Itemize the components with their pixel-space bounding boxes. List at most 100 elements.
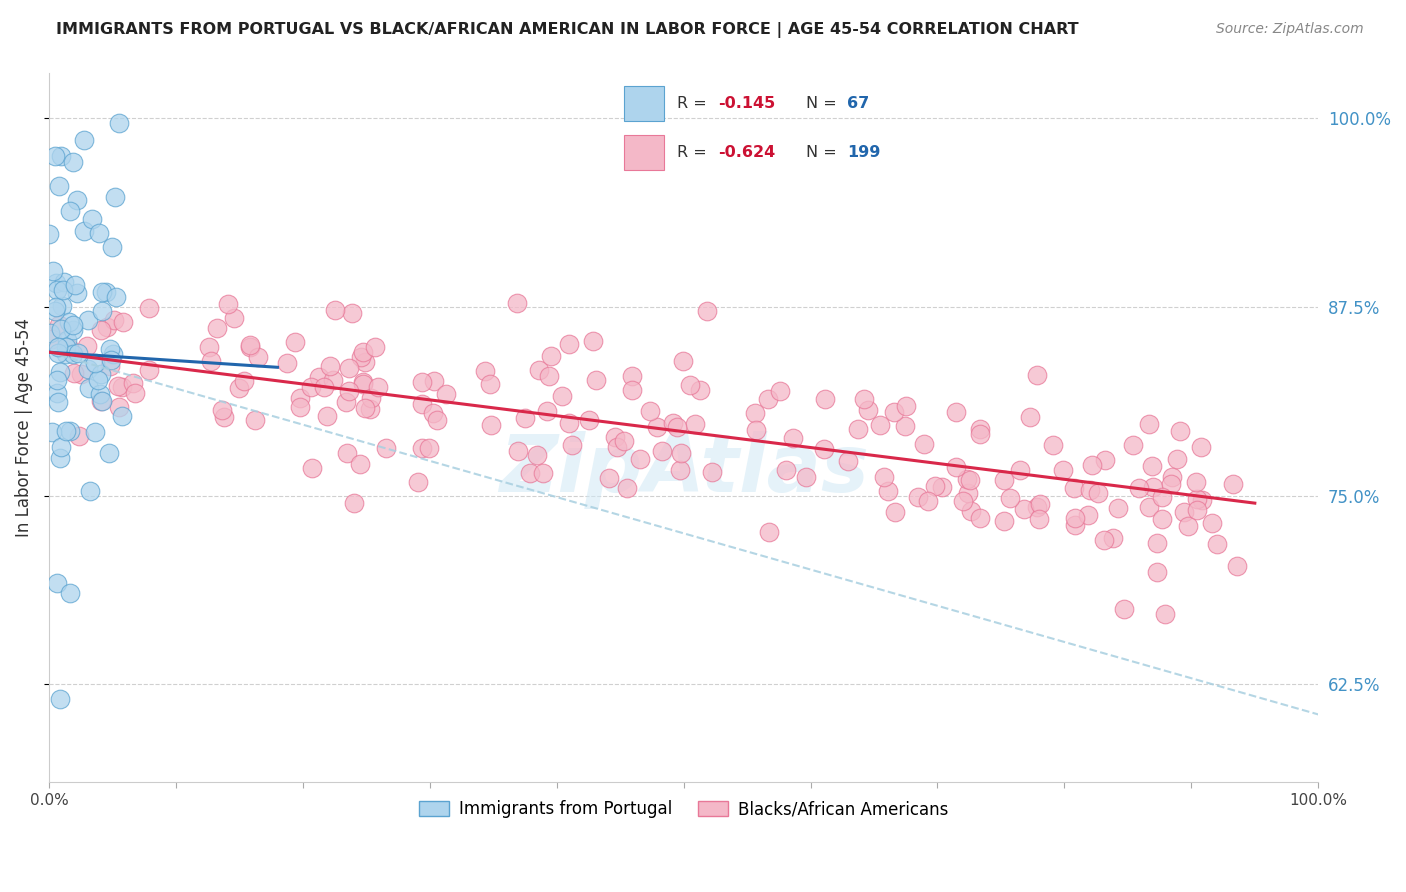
Point — [46, 575, 69, 590]
Point — [1026, 368, 1049, 383]
Point — [73, 133, 96, 147]
Point — [931, 480, 953, 494]
Point — [945, 460, 967, 475]
Point — [107, 379, 129, 393]
Point — [408, 475, 430, 489]
Point — [1128, 481, 1150, 495]
Point — [540, 349, 562, 363]
Point — [1137, 500, 1160, 515]
Point — [62, 155, 84, 169]
Point — [62, 347, 84, 361]
Point — [200, 354, 222, 368]
Point — [616, 481, 638, 495]
Point — [582, 334, 605, 348]
Point — [1077, 508, 1099, 522]
Point — [426, 413, 449, 427]
Point — [308, 370, 330, 384]
Point — [76, 339, 98, 353]
Point — [434, 387, 457, 401]
Point — [364, 340, 387, 354]
Point — [100, 352, 122, 367]
Point — [645, 420, 668, 434]
Point — [359, 402, 381, 417]
Point — [66, 193, 89, 207]
Point — [111, 409, 134, 423]
Point — [669, 462, 692, 476]
Point — [1173, 505, 1195, 519]
Point — [531, 466, 554, 480]
Point — [86, 373, 108, 387]
Point — [1092, 533, 1115, 547]
Point — [63, 366, 86, 380]
Point — [628, 452, 651, 467]
Point — [1189, 440, 1212, 454]
Point — [508, 444, 530, 458]
Point — [907, 491, 929, 505]
Point — [1063, 511, 1085, 525]
Text: R =: R = — [676, 145, 711, 161]
Point — [89, 367, 111, 381]
Point — [316, 409, 339, 424]
Point — [70, 367, 93, 381]
Point — [1146, 536, 1168, 550]
Point — [100, 342, 122, 356]
Point — [340, 306, 363, 320]
Point — [662, 416, 685, 430]
Point — [301, 460, 323, 475]
Point — [993, 473, 1015, 487]
Point — [352, 345, 374, 359]
Point — [41, 425, 63, 440]
Point — [993, 514, 1015, 528]
Point — [769, 384, 792, 399]
Point — [52, 275, 75, 289]
Point — [969, 422, 991, 436]
Text: 67: 67 — [846, 96, 869, 111]
Point — [959, 473, 981, 487]
Point — [411, 397, 433, 411]
Point — [108, 116, 131, 130]
Point — [700, 465, 723, 479]
Point — [138, 363, 160, 377]
Point — [852, 392, 875, 407]
Point — [814, 392, 837, 406]
Point — [89, 226, 111, 240]
Point — [46, 395, 69, 409]
Point — [44, 304, 66, 318]
Point — [58, 342, 80, 356]
Point — [837, 454, 859, 468]
Point — [558, 416, 581, 430]
Point — [945, 405, 967, 419]
Point — [1187, 503, 1209, 517]
Point — [83, 425, 105, 439]
Point — [758, 525, 780, 540]
Point — [45, 276, 67, 290]
Text: N =: N = — [807, 96, 842, 111]
Point — [1029, 497, 1052, 511]
Point — [52, 283, 75, 297]
Point — [969, 426, 991, 441]
Point — [1166, 452, 1188, 467]
Point — [411, 442, 433, 456]
Point — [77, 312, 100, 326]
Point — [423, 374, 446, 388]
Point — [374, 441, 396, 455]
Point — [598, 471, 620, 485]
Point — [478, 377, 501, 392]
Point — [1112, 602, 1135, 616]
Point — [299, 380, 322, 394]
Point — [44, 149, 66, 163]
Point — [613, 434, 636, 448]
Point — [1153, 607, 1175, 621]
Point — [1107, 501, 1129, 516]
Point — [349, 457, 371, 471]
Point — [1185, 492, 1208, 507]
Point — [683, 417, 706, 432]
Point — [66, 286, 89, 301]
Point — [276, 356, 298, 370]
Point — [745, 423, 768, 437]
Point — [38, 227, 60, 242]
Point — [1137, 417, 1160, 431]
Point — [578, 413, 600, 427]
Point — [1146, 565, 1168, 579]
Point — [108, 400, 131, 414]
